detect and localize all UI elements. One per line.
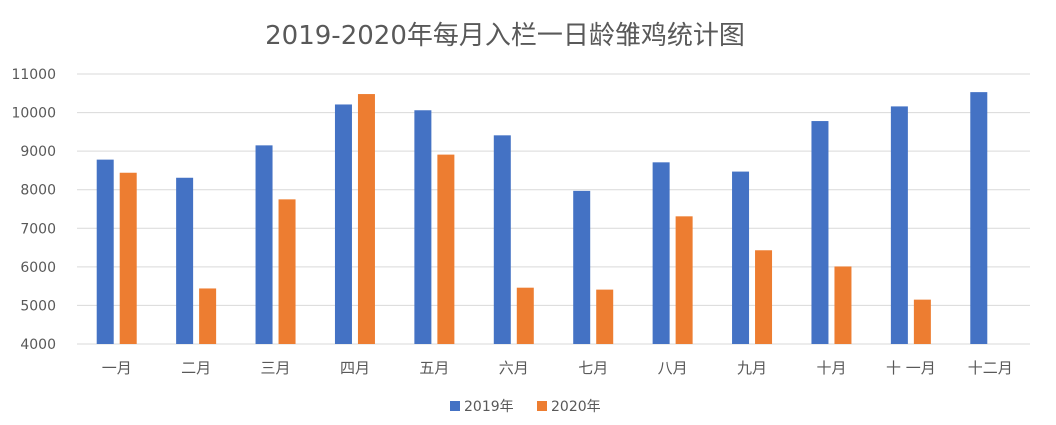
x-category-label: 五月	[419, 359, 449, 377]
gridlines	[77, 73, 1030, 345]
bar-2019-6	[573, 190, 591, 344]
x-category-label: 八月	[658, 359, 688, 377]
bar-2020-7	[675, 216, 693, 344]
x-category-label: 十月	[816, 359, 846, 377]
bar-2019-5	[493, 135, 511, 344]
bar-2019-11	[970, 92, 988, 344]
y-tick-label: 5000	[20, 298, 56, 314]
bar-2019-1	[176, 177, 194, 344]
bar-2020-6	[596, 289, 614, 344]
y-tick-label: 8000	[20, 183, 56, 199]
x-category-label: 七月	[578, 359, 608, 377]
legend-label: 2019年	[464, 399, 514, 415]
legend: 2019年 2020年	[450, 399, 601, 415]
bar-2019-7	[652, 162, 670, 344]
bar-2020-5	[516, 287, 534, 344]
legend-swatch	[537, 401, 547, 411]
bar-2020-9	[834, 266, 852, 344]
bar-2020-1	[199, 288, 217, 344]
bar-2019-0	[96, 159, 114, 344]
x-category-label: 二月	[181, 359, 211, 377]
x-category-label: 九月	[737, 359, 767, 377]
bar-2020-4	[437, 154, 455, 344]
bar-2019-9	[811, 121, 829, 344]
legend-swatch	[450, 401, 460, 411]
y-axis-ticks: 4000 5000 6000 7000 8000 9000 10000 11000	[11, 67, 56, 353]
x-category-label: 六月	[499, 359, 529, 377]
bar-2019-10	[890, 106, 908, 345]
chart-title: 2019-2020年每月入栏一日龄雏鸡统计图	[265, 21, 745, 51]
x-category-label: 三月	[261, 359, 291, 377]
legend-label: 2020年	[551, 399, 601, 415]
y-tick-label: 10000	[11, 106, 56, 122]
y-tick-label: 6000	[20, 260, 56, 276]
y-tick-label: 9000	[20, 144, 56, 160]
bar-2019-3	[334, 104, 352, 344]
x-category-label: 一月	[102, 359, 132, 377]
y-tick-label: 4000	[20, 337, 56, 353]
bar-2020-8	[755, 250, 773, 344]
x-category-label: 十 一月	[886, 359, 936, 377]
x-category-label: 十二月	[968, 359, 1013, 377]
bar-2019-2	[255, 145, 273, 344]
bar-2019-4	[414, 110, 432, 344]
bar-2020-3	[357, 94, 375, 344]
y-tick-label: 7000	[20, 221, 56, 237]
x-category-label: 四月	[340, 359, 370, 377]
bar-2020-0	[119, 172, 137, 344]
bars	[96, 92, 988, 345]
x-axis-categories: 一月 二月 三月 四月 五月 六月 七月 八月 九月 十月 十 一月 十二月	[102, 359, 1013, 377]
y-tick-label: 11000	[11, 67, 56, 83]
bar-2020-2	[278, 199, 296, 344]
bar-2020-10	[913, 299, 931, 344]
bar-2019-8	[732, 171, 750, 344]
